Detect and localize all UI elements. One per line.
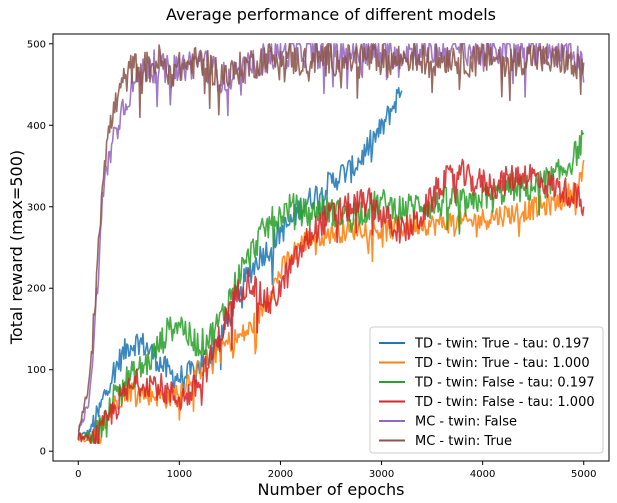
legend: TD - twin: True - tau: 0.197 TD - twin: T… [369,326,604,454]
y-axis-label: Total reward (max=500) [7,150,26,345]
x-axis: 0 1000 2000 3000 4000 5000 [75,461,596,480]
x-tick-label: 4000 [470,469,495,480]
legend-entry: MC - twin: True [415,434,512,449]
x-tick-label: 2000 [268,469,293,480]
series-line [77,158,585,444]
y-tick-label: 500 [27,39,46,50]
y-tick-label: 300 [27,202,46,213]
y-axis: 0 100 200 300 400 500 [27,39,53,458]
series-line [78,87,403,439]
y-tick-label: 200 [27,284,46,295]
y-tick-label: 400 [27,121,46,132]
legend-entry: TD - twin: True - tau: 0.197 [414,337,590,352]
y-tick-label: 0 [40,447,46,458]
x-axis-label: Number of epochs [258,480,405,499]
axes-frame [52,33,610,462]
chart-title: Average performance of different models [166,5,496,24]
plot-area [77,43,585,444]
legend-entry: TD - twin: True - tau: 1.000 [414,356,590,371]
legend-box [369,326,604,454]
x-tick-label: 0 [75,469,81,480]
series-line [77,43,585,439]
x-tick-label: 5000 [571,469,596,480]
x-tick-label: 1000 [167,469,192,480]
legend-entry: TD - twin: False - tau: 0.197 [414,376,595,391]
y-tick-label: 100 [27,365,46,376]
x-tick-label: 3000 [369,469,394,480]
legend-entry: TD - twin: False - tau: 1.000 [414,395,595,410]
legend-entry: MC - twin: False [415,415,517,430]
series-line [77,129,585,444]
